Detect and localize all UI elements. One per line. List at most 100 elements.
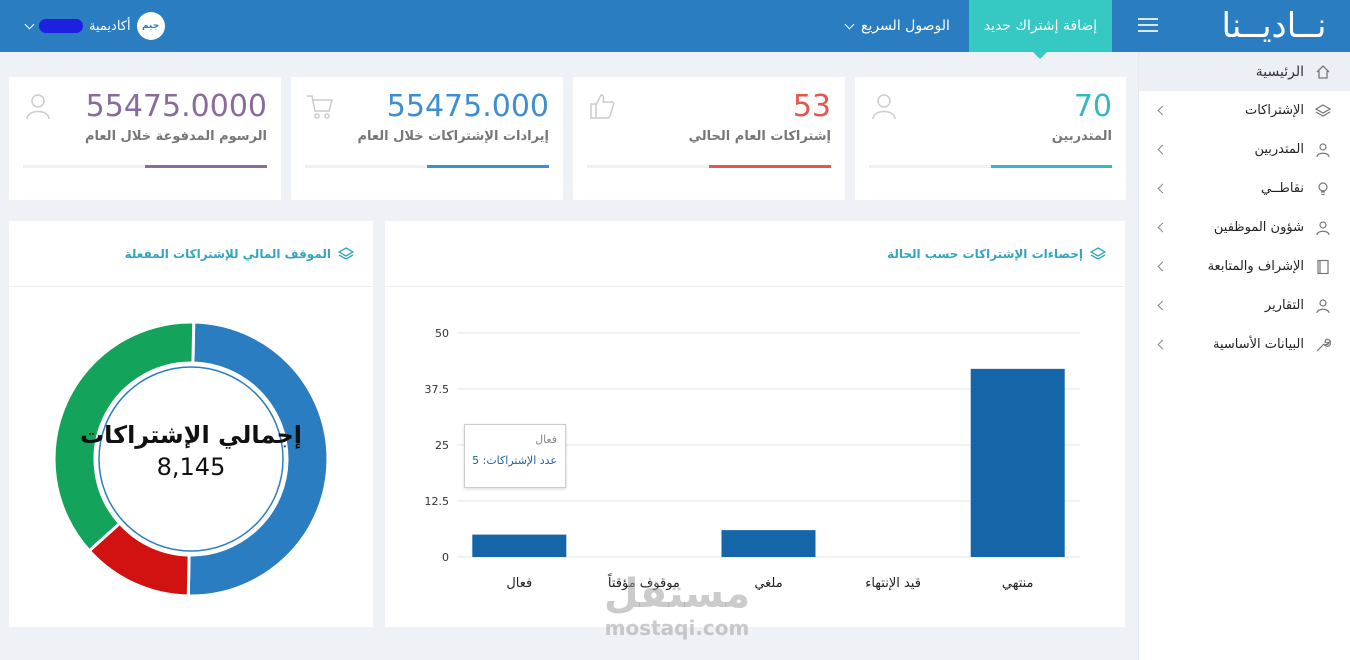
chevron-left-icon [1157,300,1168,311]
sidebar-item-points[interactable]: نقاطــي [1139,169,1350,208]
app-logo[interactable]: نــاديــنا [1221,6,1327,46]
sidebar-item-label: الرئيسية [1255,63,1304,80]
sidebar-item-trainees[interactable]: المتدربين [1139,130,1350,169]
sidebar-item-label: نقاطــي [1261,181,1304,196]
chevron-down-icon [844,19,855,29]
menu-toggle-icon[interactable] [1136,14,1160,38]
progress-fill [709,165,831,168]
stat-value: 70 [1073,89,1112,124]
stat-label: المتدربين [1051,129,1112,144]
user-icon [1314,219,1332,237]
sidebar-item-label: الإشراف والمتابعة [1207,259,1304,274]
y-tick-label: 37.5 [425,383,450,396]
chevron-left-icon [1157,261,1168,272]
y-tick-label: 12.5 [425,495,450,508]
thumbs-up-icon [587,91,617,121]
quick-access-menu[interactable]: الوصول السريع [844,0,950,52]
sidebar-item-home[interactable]: الرئيسية [1139,52,1350,91]
stat-card-trainees: 70 المتدربين [855,77,1126,200]
chevron-left-icon [1157,339,1168,350]
progress-fill [145,165,267,168]
x-tick-label: فعال [506,576,532,591]
progress-track [305,165,549,168]
y-tick-label: 25 [435,439,449,452]
sidebar-item-basic-data[interactable]: البيانات الأساسية [1139,325,1350,364]
cart-icon [305,91,335,121]
stat-label: إشتراكات العام الحالي [688,129,831,144]
panel-header: إحصاءات الإشتراكات حسب الحالة [385,221,1125,287]
x-tick-label: منتهي [1002,576,1034,591]
sidebar-item-subscriptions[interactable]: الإشتراكات [1139,91,1350,130]
stat-value: 55475.0000 [85,89,267,124]
user-menu[interactable]: أكاديمية جيم [24,12,165,40]
stat-card-fees: 55475.0000 الرسوم المدفوعة خلال العام [9,77,281,200]
sidebar-item-label: التقارير [1264,298,1304,313]
chevron-left-icon [1157,144,1168,155]
user-name: أكاديمية [89,18,131,34]
sidebar-item-reports[interactable]: التقارير [1139,286,1350,325]
donut-slice[interactable] [52,320,196,553]
wrench-icon [1314,336,1332,354]
y-tick-label: 0 [442,551,449,564]
progress-track [23,165,267,168]
donut-inner-ring [98,366,284,552]
chevron-down-icon [24,19,35,29]
donut-center-title: إجمالي الإشتراكات [79,421,302,449]
avatar: جيم [136,12,165,40]
stat-card-revenue: 55475.000 إيرادات الإشتراكات خلال العام [291,77,563,200]
bar[interactable] [721,530,816,557]
sidebar-item-staff[interactable]: شؤون الموظفين [1139,208,1350,247]
watermark: مستقل mostaqi.com [592,572,762,652]
add-subscription-button[interactable]: إضافة إشتراك جديد [969,0,1112,59]
donut-chart [52,320,330,598]
layers-icon [1089,245,1107,263]
layers-icon [1314,102,1332,120]
x-tick-label: ملغي [754,576,782,591]
stat-label: الرسوم المدفوعة خلال العام [84,129,267,144]
stat-card-year-subscriptions: 53 إشتراكات العام الحالي [573,77,845,200]
tooltip-value: عدد الإشتراكات: 5 [472,454,557,467]
notebook-icon [1314,258,1332,276]
x-tick-label: قيد الإنتهاء [865,576,921,591]
panel-title: إحصاءات الإشتراكات حسب الحالة [887,246,1083,261]
chart-tooltip: فعال عدد الإشتراكات: 5 [464,424,566,488]
home-icon [1314,63,1332,81]
watermark-logo: مستقل [603,571,751,617]
donut-center-value: 8,145 [156,453,226,481]
redacted-name [39,19,83,33]
user-icon [1314,297,1332,315]
watermark-url: mostaqi.com [604,616,750,640]
stat-label: إيرادات الإشتراكات خلال العام [357,129,549,144]
panel-header: الموقف المالي للإشتراكات المفعلة [9,221,373,287]
financial-status-panel: الموقف المالي للإشتراكات المفعلة إجمالي … [9,221,373,627]
lightbulb-icon [1314,180,1332,198]
sidebar-item-label: شؤون الموظفين [1213,220,1304,235]
stat-value: 53 [792,89,831,124]
sidebar-item-supervision[interactable]: الإشراف والمتابعة [1139,247,1350,286]
chevron-left-icon [1157,105,1168,116]
user-icon [23,91,53,121]
panel-title: الموقف المالي للإشتراكات المفعلة [124,246,331,261]
quick-access-label: الوصول السريع [861,18,950,34]
x-tick-label: موقوف مؤقتاً [607,573,679,591]
progress-fill [990,165,1112,168]
donut-center: إجمالي الإشتراكات 8,145 [69,421,313,481]
bar[interactable] [970,368,1065,557]
progress-track [869,165,1112,168]
chevron-left-icon [1157,222,1168,233]
top-navbar: نــاديــنا إضافة إشتراك جديد الوصول السر… [0,0,1350,59]
progress-track [587,165,831,168]
sidebar-item-label: المتدربين [1254,142,1304,157]
bar[interactable] [472,534,567,557]
progress-fill [427,165,549,168]
sidebar-item-label: الإشتراكات [1244,103,1304,118]
y-tick-label: 50 [435,327,449,340]
stat-value: 55475.000 [386,89,549,124]
sidebar-item-label: البيانات الأساسية [1213,337,1304,352]
layers-icon [337,245,355,263]
user-icon [869,91,899,121]
tooltip-title: فعال [535,433,557,446]
chevron-left-icon [1157,183,1168,194]
users-icon [1314,141,1332,159]
donut-slice[interactable] [186,320,330,598]
